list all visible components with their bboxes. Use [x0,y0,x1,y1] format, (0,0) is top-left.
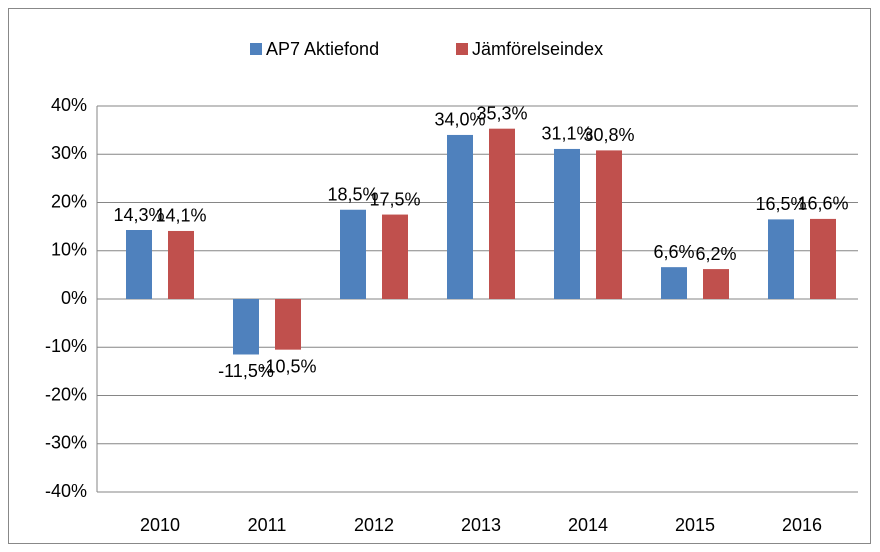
bar [554,148,580,299]
legend-label: AP7 Aktiefond [266,39,379,59]
value-label: 6,6% [653,242,694,262]
value-label: 16,5% [755,194,806,214]
x-tick-label: 2016 [782,515,822,535]
y-tick-label: -20% [45,384,87,404]
bar [275,299,301,350]
bar [233,299,259,355]
bar [447,134,473,299]
value-label: 17,5% [369,189,420,209]
bar [382,214,408,299]
x-tick-label: 2010 [140,515,180,535]
value-label: 6,2% [695,244,736,264]
x-tick-label: 2012 [354,515,394,535]
y-tick-label: -40% [45,481,87,501]
bar [810,218,836,299]
y-tick-label: -10% [45,336,87,356]
bar [168,230,194,299]
value-label: 14,3% [113,205,164,225]
legend-label: Jämförelseindex [472,39,603,59]
value-label: 16,6% [797,194,848,214]
value-label: 18,5% [327,184,378,204]
legend-swatch [250,43,262,55]
y-tick-label: 0% [61,288,87,308]
bar [596,150,622,299]
bar [340,209,366,299]
y-tick-label: -30% [45,433,87,453]
value-label: -10,5% [259,356,316,376]
y-tick-label: 20% [51,191,87,211]
value-label: 30,8% [583,125,634,145]
value-label: 35,3% [476,103,527,123]
bar [661,267,687,299]
x-tick-label: 2013 [461,515,501,535]
x-tick-label: 2015 [675,515,715,535]
y-tick-label: 10% [51,240,87,260]
value-label: 14,1% [155,206,206,226]
bar [489,128,515,299]
bar [703,269,729,299]
y-tick-label: 30% [51,143,87,163]
value-label: -11,5% [218,361,274,381]
bar [768,219,794,299]
legend-swatch [456,43,468,55]
value-label: 31,1% [541,124,592,144]
bar [126,230,152,299]
y-tick-label: 40% [51,95,87,115]
x-tick-label: 2011 [248,515,287,535]
value-label: 34,0% [434,110,485,130]
x-tick-label: 2014 [568,515,608,535]
